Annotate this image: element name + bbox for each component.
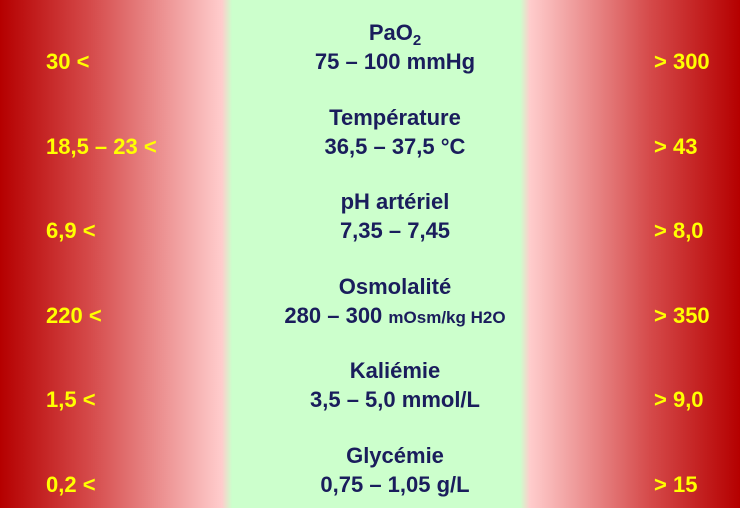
normal-value: 280 – 300 [284,302,383,328]
high-limit: > 8,0 [654,218,704,243]
name-text: Osmolalité [338,273,452,299]
parameter-name: Glycémie [200,443,590,469]
normal-unit: mOsm/kg H2O [388,307,506,327]
high-limit: > 43 [654,133,698,159]
high-limit: > 15 [654,471,698,497]
normal-range: 75 – 100 mmHg [200,49,590,75]
normal-value: 75 – 100 mmHg [314,49,476,74]
normal-range: 7,35 – 7,45 [200,218,590,244]
name-text: pH artériel [340,189,450,214]
parameter-name: pH artériel [200,189,590,215]
parameter-name: Kaliémie [200,358,590,384]
normal-value: 36,5 – 37,5 °C [324,133,466,159]
low-limit: 6,9 < [46,218,96,243]
parameter-name: Osmolalité [200,274,590,300]
parameter-name: PaO2 [200,20,590,49]
high-limit: > 300 [654,49,710,74]
normal-value: 7,35 – 7,45 [339,218,451,243]
name-text: Kaliémie [349,358,441,383]
normal-value: 0,75 – 1,05 g/L [320,471,470,497]
high-limit: > 9,0 [654,387,704,412]
parameter-name: Température [200,105,590,131]
normal-value: 3,5 – 5,0 mmol/L [310,387,480,412]
normal-range: 3,5 – 5,0 mmol/L [200,387,590,413]
low-limit: 18,5 – 23 < [46,133,157,159]
name-text: Température [329,104,461,130]
name-text: PaO [368,20,413,45]
low-limit: 220 < [46,302,102,328]
name-subscript: 2 [412,32,422,49]
name-text: Glycémie [346,442,444,468]
low-limit: 1,5 < [46,387,96,412]
normal-range: 0,75 – 1,05 g/L [200,472,590,498]
normal-range: 280 – 300 mOsm/kg H2O [200,303,590,331]
high-limit: > 350 [654,302,710,328]
normal-range: 36,5 – 37,5 °C [200,134,590,160]
low-limit: 0,2 < [46,471,96,497]
low-limit: 30 < [46,49,90,74]
